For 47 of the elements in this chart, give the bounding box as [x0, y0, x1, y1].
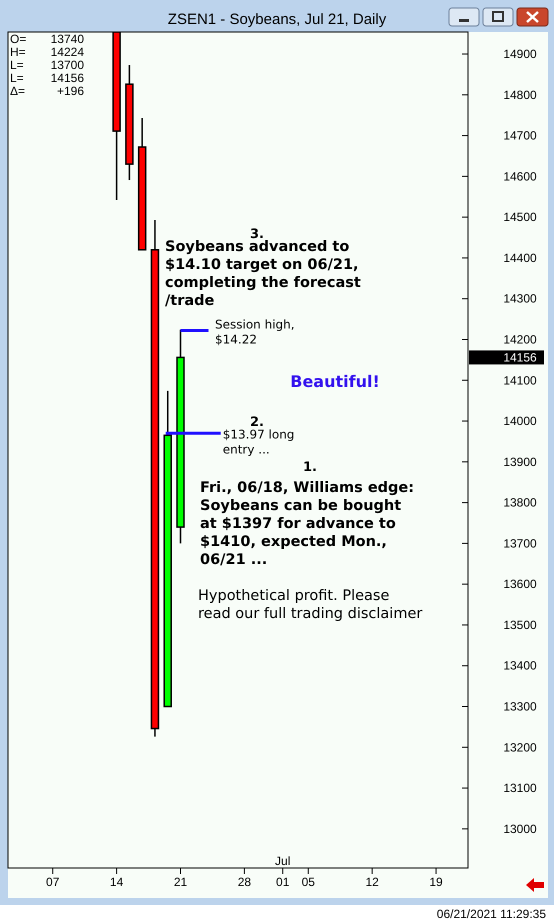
- text: H= 14224: [10, 45, 84, 59]
- y-tick-label: 14500: [503, 210, 538, 224]
- y-tick-label: 13500: [503, 618, 538, 632]
- y-tick-label: 14300: [503, 292, 538, 306]
- text: Δ= +196: [10, 84, 84, 98]
- y-tick-label: 13100: [503, 781, 538, 796]
- y-tick-label: 13300: [503, 700, 538, 714]
- annotation: Session high, $14.22: [215, 318, 295, 347]
- y-tick-label: 13000: [503, 822, 538, 836]
- y-tick-label: 14400: [503, 250, 538, 265]
- annotation: Fri., 06/18, Williams edge: Soybeans can be bought at $1397 for advance to $1410, expected Mon., 06/21 ...: [200, 480, 414, 568]
- annotation: Jul: [275, 854, 290, 868]
- y-tick-label: 14600: [503, 169, 538, 184]
- y-tick-label: 13800: [503, 496, 538, 510]
- x-tick-label: 28: [238, 875, 252, 889]
- annotation: 3.: [250, 227, 264, 242]
- y-tick-label: 13700: [503, 536, 538, 550]
- y-tick-label: 14700: [503, 128, 538, 143]
- x-tick-label: 01: [276, 875, 290, 889]
- y-tick-label: 14000: [503, 414, 538, 428]
- annotation: Soybeans advanced to $14.10 target on 06/21, completing the forecast /trade: [165, 239, 361, 309]
- y-tick-label: 13900: [503, 454, 538, 469]
- text: L= 13700: [10, 58, 84, 72]
- text: O= 13740: [10, 32, 84, 46]
- annotation: 1.: [303, 460, 317, 475]
- y-tick-label: 13400: [503, 658, 538, 673]
- text: 06/21/2021 11:29:35: [436, 907, 546, 921]
- y-tick-label: 14900: [503, 47, 538, 62]
- x-tick-label: 12: [365, 875, 380, 889]
- x-tick-label: 19: [429, 875, 444, 889]
- x-tick-label: 07: [46, 875, 60, 889]
- text: L=: [10, 71, 24, 85]
- y-tick-label: 14800: [503, 88, 538, 102]
- y-tick-label: 13600: [503, 577, 538, 592]
- x-tick-label: 21: [174, 875, 188, 889]
- annotation: 14156: [50, 71, 84, 85]
- annotation: Beautiful!: [290, 372, 380, 391]
- y-tick-label: 13200: [503, 740, 538, 754]
- chart-title: ZSEN1 - Soybeans, Jul 21, Daily: [168, 11, 387, 28]
- annotation: 2.: [250, 415, 264, 430]
- x-tick-label: 14: [110, 875, 124, 889]
- y-tick-label: 14200: [503, 332, 538, 346]
- text: 14156: [503, 350, 537, 364]
- y-tick-label: 14100: [503, 373, 538, 388]
- annotation: Hypothetical profit. Please read our full trading disclaimer: [198, 588, 422, 622]
- annotation: $13.97 long entry ...: [222, 427, 294, 456]
- x-tick-label: 05: [302, 875, 316, 889]
